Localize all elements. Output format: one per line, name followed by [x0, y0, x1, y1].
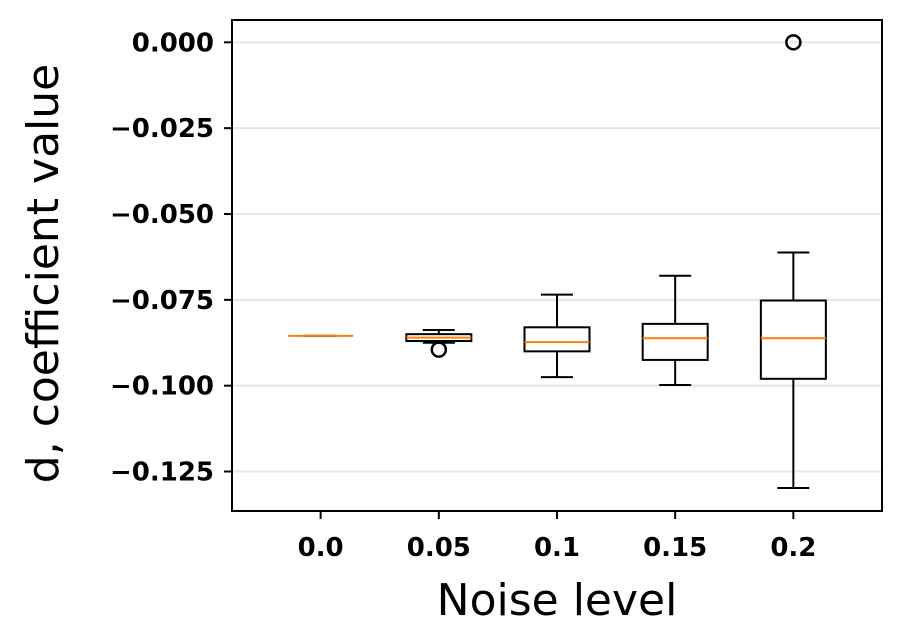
outlier-point [785, 34, 802, 51]
box-0.1 [523, 293, 591, 379]
y-axis-label: d, coefficient value [18, 64, 69, 483]
plot-frame [231, 19, 883, 512]
gridlines [232, 41, 882, 473]
iqr-box [641, 322, 709, 361]
outlier-point [430, 341, 448, 358]
x-tick-label: 0.2 [770, 533, 816, 563]
ticks: 0.000 −0.025 −0.050 −0.075 −0.100 −0.125 0.0 0.… [110, 28, 816, 563]
x-tick-label: 0.15 [643, 533, 707, 563]
y-tick-label: −0.050 [110, 200, 214, 230]
iqr-box [759, 299, 827, 380]
x-tick-label: 0.1 [534, 533, 580, 563]
y-tick-label: −0.100 [110, 372, 214, 402]
box-0.2 [759, 34, 827, 489]
x-tick-label: 0.0 [298, 533, 344, 563]
y-tick-label: −0.075 [110, 286, 214, 316]
x-axis-label: Noise level [437, 575, 678, 626]
y-tick-label: −0.125 [110, 458, 214, 488]
iqr-box [523, 326, 591, 353]
box-0.15 [641, 274, 709, 386]
box-0.05 [405, 329, 473, 358]
y-tick-label: −0.025 [110, 114, 214, 144]
boxes [288, 34, 827, 489]
y-tick-label: 0.000 [132, 28, 214, 58]
x-tick-label: 0.05 [407, 533, 471, 563]
